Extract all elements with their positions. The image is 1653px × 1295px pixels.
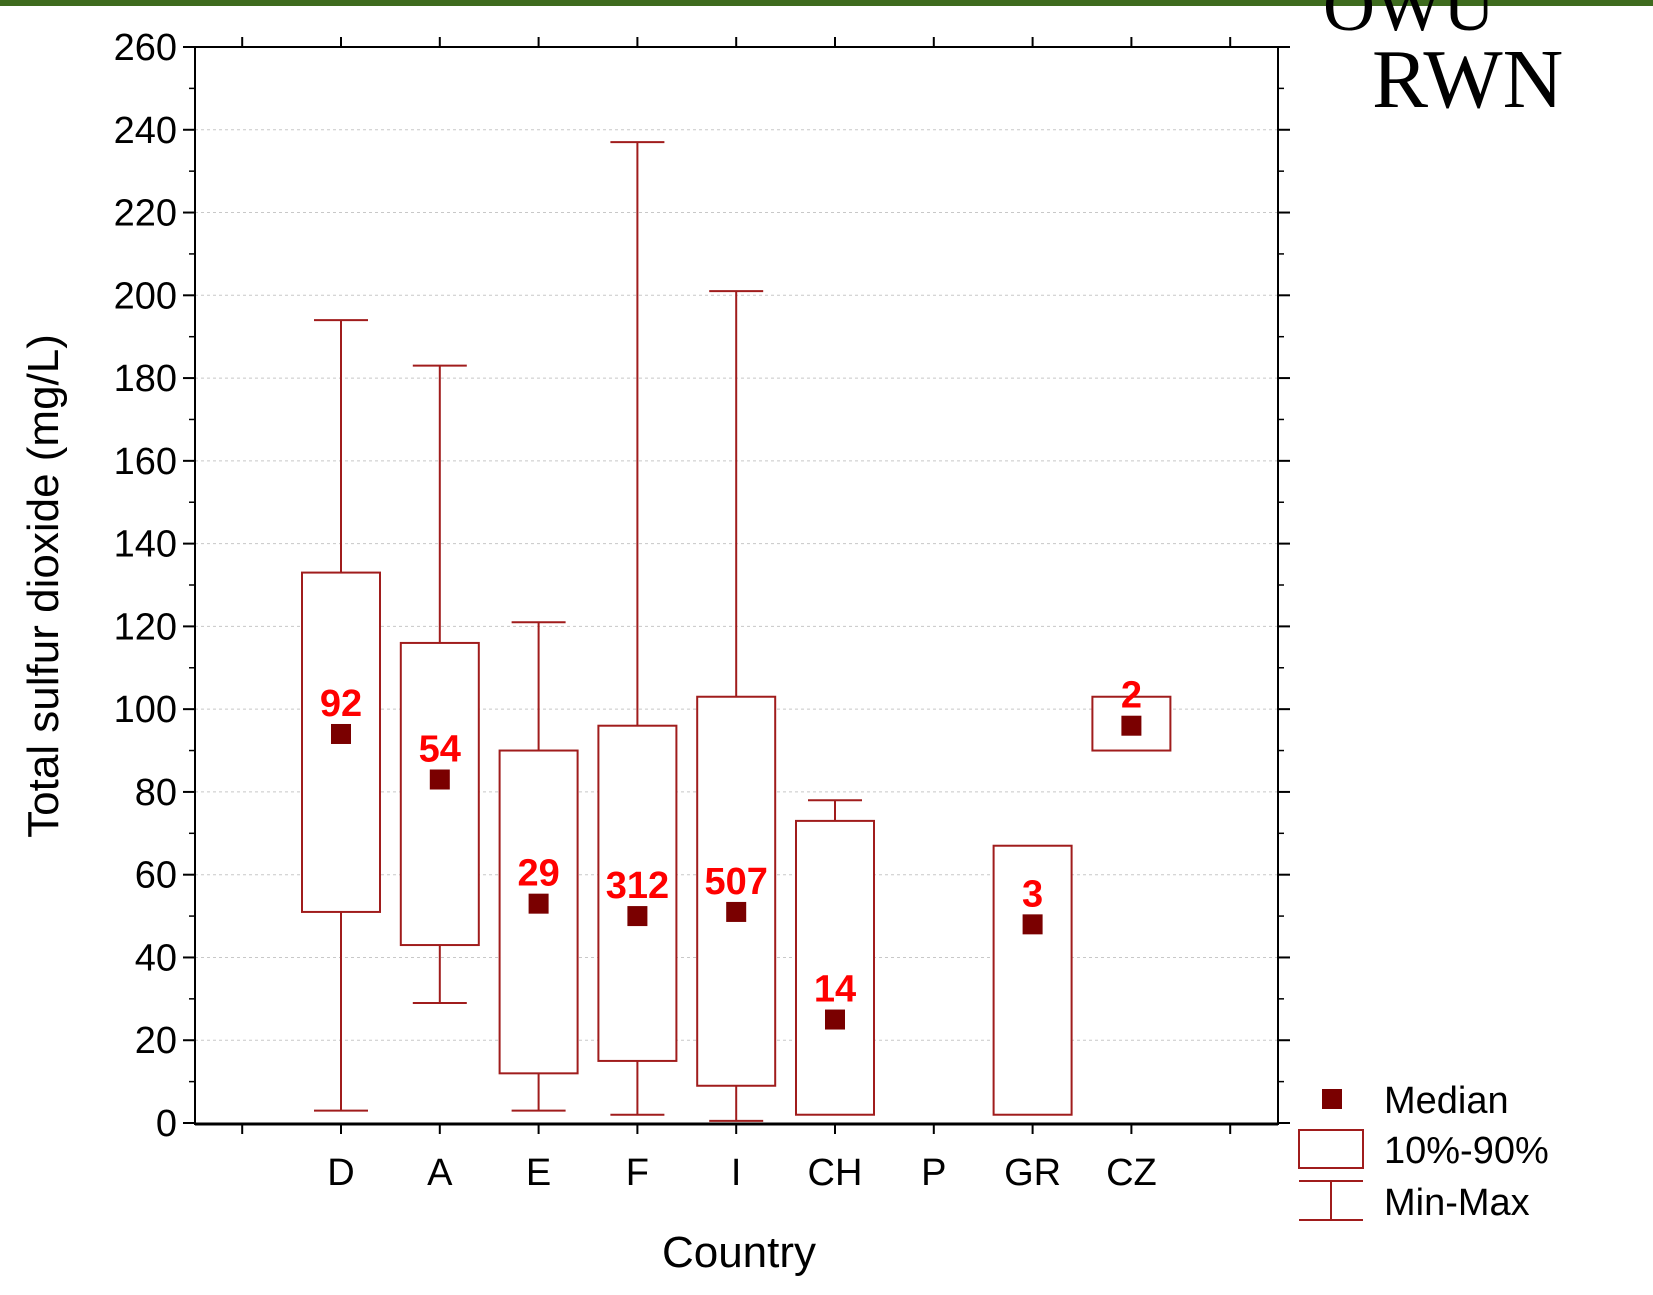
x-tick-label: F (626, 1152, 649, 1194)
count-label: 14 (814, 969, 856, 1011)
median-marker (528, 893, 549, 914)
y-tick-label: 120 (114, 606, 177, 648)
x-tick-label: GR (1004, 1152, 1061, 1194)
y-tick-label: 100 (114, 689, 177, 731)
legend: Median 10%-90% Min-Max (1298, 1080, 1549, 1224)
count-label: 507 (704, 861, 767, 903)
box-i: 507 (696, 290, 777, 1122)
y-tick-label: 180 (114, 358, 177, 400)
median-marker (825, 1009, 845, 1030)
x-tick-label: P (921, 1152, 946, 1194)
legend-median-swatch (1322, 1089, 1342, 1109)
y-tick-label: 0 (156, 1103, 177, 1145)
box-10-90 (399, 641, 480, 947)
box-f: 312 (597, 141, 678, 1116)
y-tick-label: 240 (114, 110, 177, 152)
y-tick-label: 40 (135, 937, 177, 979)
box-10-90 (597, 724, 678, 1062)
box-10-90 (795, 819, 875, 1116)
legend-whisker-swatch (1299, 1180, 1363, 1221)
median-marker (1022, 914, 1043, 935)
median-marker (726, 901, 747, 922)
median-marker (627, 906, 648, 927)
box-gr: 3 (992, 844, 1073, 1116)
boxes: 92 54 29 312 507 14 3 2 (301, 141, 1172, 1122)
legend-median-label: Median (1384, 1080, 1509, 1122)
legend-box-label: 10%-90% (1384, 1130, 1549, 1172)
logo-text-top: OWU (1323, 0, 1495, 46)
x-axis-title: Country (662, 1228, 816, 1277)
median-marker (331, 723, 351, 744)
y-tick-label: 20 (135, 1020, 177, 1062)
y-axis: 0 20 40 60 80 100 120 140 160 180 200 220 240 260 (114, 27, 1290, 1145)
box-a: 54 (399, 364, 480, 1004)
x-tick-label: E (526, 1152, 551, 1194)
x-tick-label: CZ (1106, 1152, 1157, 1194)
count-label: 29 (517, 853, 559, 895)
logo: OWU RWN (1323, 0, 1563, 126)
x-tick-label: I (731, 1152, 742, 1194)
y-tick-label: 260 (114, 27, 177, 69)
y-axis-title: Total sulfur dioxide (mg/L) (19, 334, 68, 838)
count-label: 54 (419, 729, 461, 771)
x-tick-label: D (327, 1152, 354, 1194)
count-label: 312 (606, 865, 669, 907)
top-bar (0, 0, 1653, 6)
box-cz: 2 (1091, 675, 1172, 752)
y-tick-label: 160 (114, 441, 177, 483)
y-tick-label: 80 (135, 772, 177, 814)
y-tick-label: 60 (135, 855, 177, 897)
box-d: 92 (301, 319, 381, 1112)
logo-text-bottom: RWN (1372, 33, 1563, 126)
box-10-90 (992, 844, 1073, 1116)
median-marker (1121, 715, 1142, 736)
count-label: 2 (1121, 675, 1142, 717)
y-tick-label: 220 (114, 193, 177, 235)
median-marker (429, 769, 450, 790)
x-tick-label: A (427, 1152, 453, 1194)
legend-box-swatch (1298, 1129, 1364, 1169)
x-axis: D A E F I CH P GR CZ (195, 37, 1278, 1194)
box-e: 29 (498, 621, 579, 1112)
x-tick-label: CH (808, 1152, 863, 1194)
count-label: 3 (1022, 873, 1043, 915)
count-label: 92 (320, 683, 362, 725)
legend-whisker-label: Min-Max (1384, 1182, 1530, 1224)
box-10-90 (696, 695, 777, 1087)
y-tick-label: 140 (114, 524, 177, 566)
box-ch: 14 (795, 799, 875, 1116)
y-tick-label: 200 (114, 275, 177, 317)
